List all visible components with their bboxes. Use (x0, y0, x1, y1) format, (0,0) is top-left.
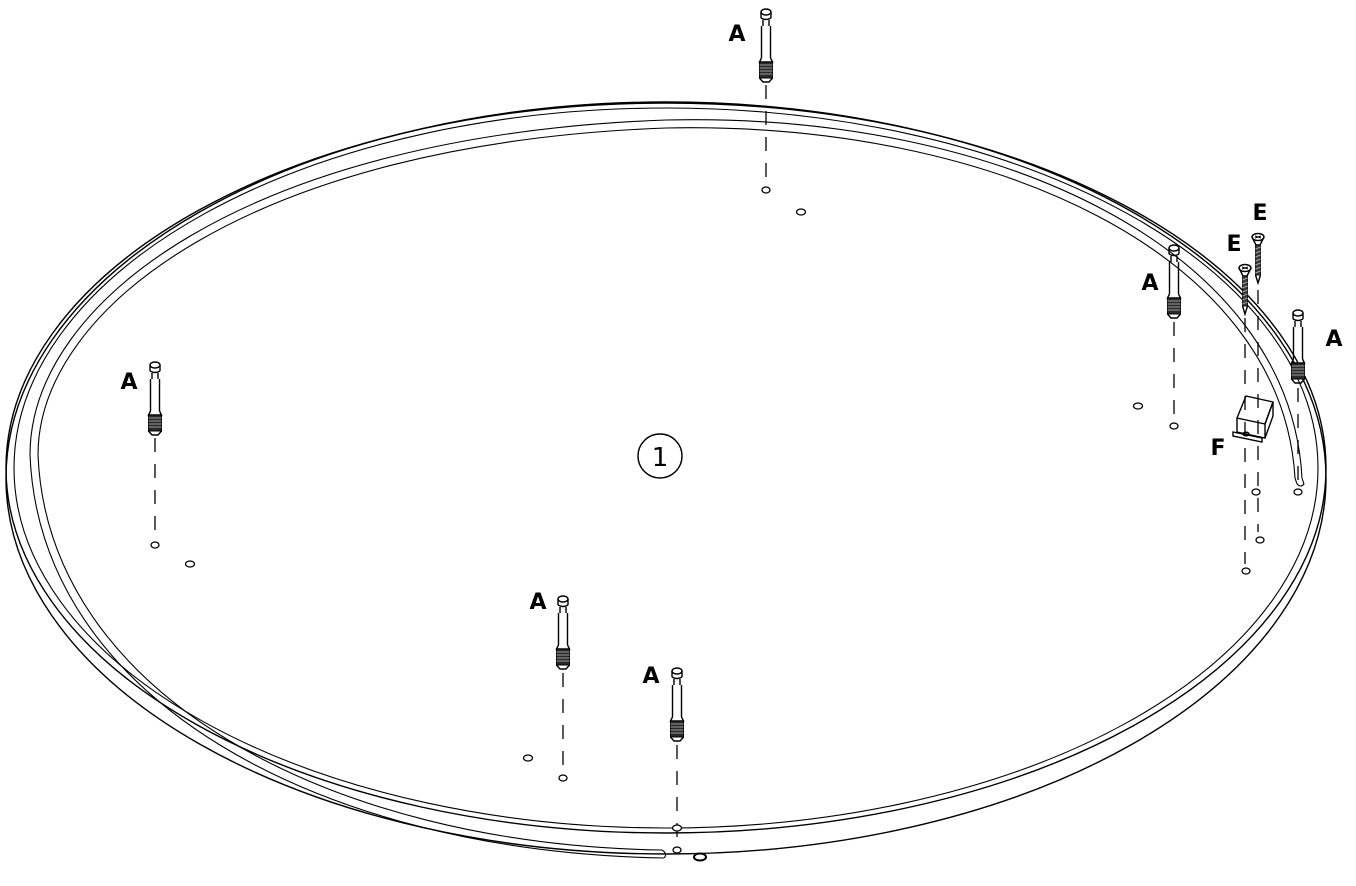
groove-inner (37, 127, 1298, 851)
screw-hole (1241, 567, 1251, 575)
dowel-hole (1293, 488, 1303, 496)
groove-end-hole (693, 852, 707, 862)
dowel-hole (1169, 422, 1179, 430)
groove-outer (29, 119, 1305, 859)
tabletop-bottom-edge (5, 101, 1327, 855)
dowel-hole (150, 541, 160, 549)
pin-hole (795, 208, 807, 216)
screw-e-right: E (1251, 201, 1268, 544)
dowel-hole (558, 774, 568, 782)
part-label-a: A (1141, 271, 1158, 296)
pin-hole (184, 560, 196, 568)
screw-e-left: E (1226, 232, 1252, 575)
step-number-badge: 1 (637, 433, 683, 479)
dowel-a-far-right: A (1290, 309, 1343, 496)
pin-hole (671, 824, 683, 832)
dowel-a-left: A (120, 361, 196, 568)
dowel-a-bottom-left: A (522, 590, 571, 782)
part-label-f: F (1210, 436, 1225, 461)
tabletop-inner-edge (13, 107, 1319, 829)
dowel-hole (672, 846, 682, 854)
dowel-a-top: A (728, 8, 807, 216)
part-label-a: A (728, 22, 745, 47)
pin-hole (1132, 402, 1144, 410)
part-label-e: E (1226, 232, 1241, 257)
dowel-a-bottom-center: A (642, 664, 707, 862)
part-label-a: A (120, 370, 137, 395)
part-label-a: A (642, 664, 659, 689)
dowel-a-right-upper: A (1132, 244, 1182, 430)
pin-hole (522, 754, 534, 762)
part-label-a: A (529, 590, 546, 615)
dowel-hole (761, 186, 771, 194)
step-number: 1 (652, 443, 669, 473)
part-label-a: A (1325, 327, 1342, 352)
screw-hole (1251, 488, 1261, 496)
screw-hole (1255, 536, 1265, 544)
tabletop (5, 101, 1327, 859)
tabletop-top-edge (5, 102, 1327, 834)
bracket-f: F (1210, 395, 1274, 461)
part-label-e: E (1252, 201, 1267, 226)
